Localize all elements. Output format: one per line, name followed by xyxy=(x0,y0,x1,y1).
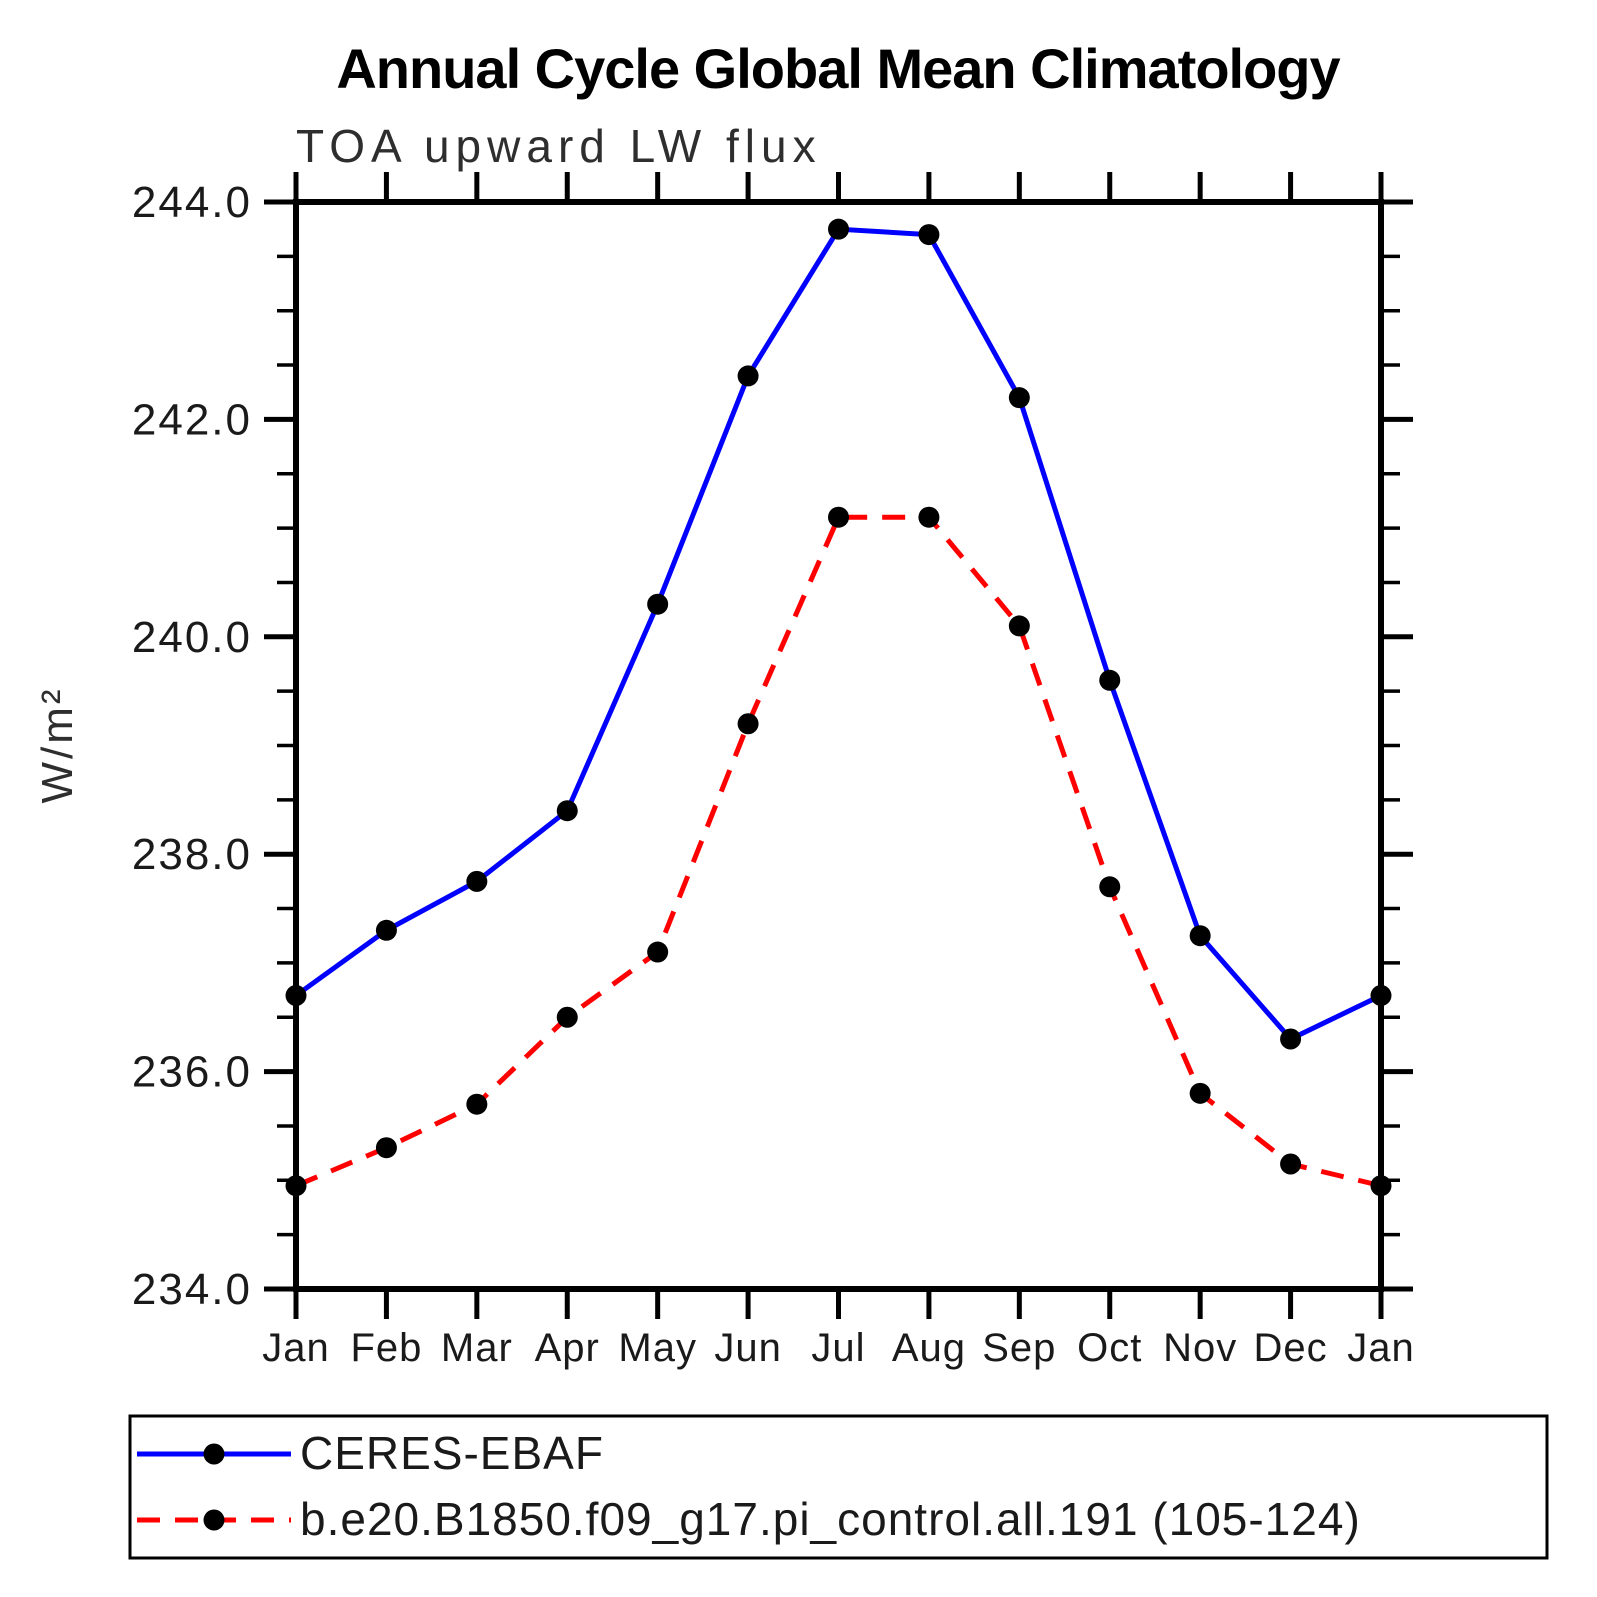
data-point-marker xyxy=(918,224,940,246)
data-point-marker xyxy=(918,506,940,528)
y-tick-label: 242.0 xyxy=(132,395,252,444)
data-point-marker xyxy=(737,713,759,735)
data-point-marker xyxy=(1280,1028,1302,1050)
x-tick-label: Feb xyxy=(350,1326,422,1370)
y-tick-label: 244.0 xyxy=(132,178,252,227)
x-tick-label: Jan xyxy=(262,1326,330,1370)
data-point-marker xyxy=(1370,985,1392,1007)
x-tick-label: Dec xyxy=(1254,1326,1328,1370)
data-point-marker xyxy=(466,870,488,892)
data-point-marker xyxy=(828,506,849,528)
x-tick-label: Nov xyxy=(1163,1326,1237,1370)
x-tick-label: Aug xyxy=(892,1326,966,1370)
data-point-marker xyxy=(647,941,669,963)
data-point-marker xyxy=(1008,387,1030,409)
legend-box xyxy=(128,1414,1549,1560)
data-point-marker xyxy=(1189,1082,1211,1104)
x-tick-label: Jan xyxy=(1347,1326,1415,1370)
legend-marker-circle-icon xyxy=(203,1443,225,1465)
y-axis-title: W/m² xyxy=(33,686,82,803)
legend-marker-circle-icon xyxy=(203,1509,225,1531)
y-tick-label: 234.0 xyxy=(132,1265,252,1314)
x-tick-label: Jul xyxy=(811,1326,865,1370)
data-point-marker xyxy=(828,218,849,240)
data-point-marker xyxy=(466,1093,488,1115)
legend-entry-ceres-ebaf: CERES-EBAF xyxy=(137,1427,604,1479)
data-point-marker xyxy=(1008,615,1030,637)
data-point-marker xyxy=(647,593,669,615)
data-point-marker xyxy=(556,1006,578,1028)
x-tick-label: Mar xyxy=(441,1326,513,1370)
chart-title: Annual Cycle Global Mean Climatology xyxy=(336,37,1340,100)
legend-label-model: b.e20.B1850.f09_g17.pi_control.all.191 (… xyxy=(300,1493,1361,1545)
data-point-marker xyxy=(1370,1175,1392,1197)
legend-entry-model: b.e20.B1850.f09_g17.pi_control.all.191 (… xyxy=(137,1493,1361,1545)
x-tick-label: Sep xyxy=(982,1326,1056,1370)
x-tick-label: Jun xyxy=(714,1326,782,1370)
data-point-marker xyxy=(1099,876,1121,898)
data-point-marker xyxy=(737,365,759,387)
data-point-marker xyxy=(1280,1153,1302,1175)
data-point-marker xyxy=(285,1175,307,1197)
plot-area: Jan Feb Mar Apr May Jun Jul Aug Sep Oct Nov Dec Jan2… xyxy=(132,172,1415,1370)
y-tick-label: 240.0 xyxy=(132,613,252,662)
series-line-1 xyxy=(295,514,1382,1189)
data-point-marker xyxy=(285,985,307,1007)
data-point-marker xyxy=(375,1137,397,1159)
data-point-marker xyxy=(556,800,578,822)
data-point-marker xyxy=(1099,669,1121,691)
data-point-marker xyxy=(375,919,397,941)
x-tick-label: May xyxy=(618,1326,697,1370)
data-point-marker xyxy=(1189,925,1211,947)
legend: CERES-EBAF b.e20.B1850.f09_g17.pi_contro… xyxy=(128,1414,1549,1560)
y-tick-label: 238.0 xyxy=(132,830,252,879)
x-tick-label: Apr xyxy=(535,1326,600,1370)
x-tick-label: Oct xyxy=(1077,1326,1142,1370)
plot-frame xyxy=(293,199,1384,1292)
y-tick-label: 236.0 xyxy=(132,1048,252,1097)
series-line-0 xyxy=(294,226,1383,1043)
legend-label-ceres-ebaf: CERES-EBAF xyxy=(300,1427,604,1479)
chart-subtitle: TOA upward LW flux xyxy=(296,120,822,172)
